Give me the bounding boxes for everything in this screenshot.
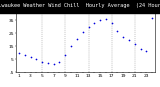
Point bbox=[145, 51, 148, 52]
Point bbox=[134, 43, 136, 44]
Point bbox=[35, 59, 38, 60]
Point bbox=[105, 18, 107, 20]
Point bbox=[76, 38, 78, 39]
Point bbox=[64, 55, 67, 56]
Point bbox=[87, 26, 90, 28]
Point bbox=[58, 61, 61, 63]
Point bbox=[122, 37, 125, 38]
Point bbox=[52, 64, 55, 65]
Point bbox=[70, 46, 72, 47]
Point bbox=[41, 61, 43, 63]
Point bbox=[18, 52, 20, 54]
Point bbox=[128, 39, 130, 41]
Point bbox=[151, 17, 154, 18]
Point bbox=[99, 20, 101, 21]
Point bbox=[47, 62, 49, 64]
Text: Milwaukee Weather Wind Chill  Hourly Average  (24 Hours): Milwaukee Weather Wind Chill Hourly Aver… bbox=[0, 3, 160, 8]
Point bbox=[116, 30, 119, 31]
Point bbox=[93, 22, 96, 24]
Point bbox=[29, 56, 32, 57]
Point bbox=[81, 31, 84, 33]
Point bbox=[139, 48, 142, 50]
Point bbox=[23, 55, 26, 56]
Point bbox=[110, 22, 113, 24]
